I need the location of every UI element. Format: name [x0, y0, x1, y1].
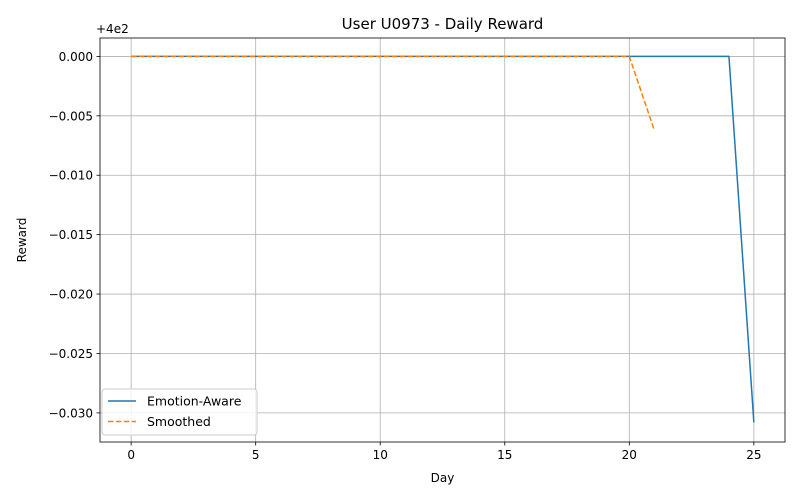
x-tick-label: 5 [252, 448, 260, 462]
series-lines [131, 55, 755, 423]
legend: Emotion-Aware Smoothed [101, 388, 258, 436]
axis-ticks: 0 5 10 15 20 25 0.000 −0.005 −0.010 −0.015 −0.020 −… [49, 50, 762, 462]
y-tick-label: −0.010 [49, 169, 93, 183]
y-axis-label: Reward [15, 218, 29, 263]
legend-box [101, 388, 258, 436]
x-tick-label: 25 [746, 448, 761, 462]
plot-frame [99, 37, 786, 443]
x-axis-label: Day [431, 471, 455, 485]
y-tick-label: −0.020 [49, 288, 93, 302]
y-tick-label: −0.025 [49, 347, 93, 361]
y-tick-label: −0.030 [49, 406, 93, 420]
chart-title: User U0973 - Daily Reward [342, 15, 544, 33]
x-tick-label: 10 [373, 448, 388, 462]
x-tick-label: 0 [127, 448, 135, 462]
y-tick-label: −0.015 [49, 228, 93, 242]
series-line-smoothed [131, 55, 655, 131]
legend-label: Emotion-Aware [147, 394, 242, 409]
y-tick-label: 0.000 [59, 50, 93, 64]
y-axis-offset-label: +4e2 [96, 22, 129, 36]
x-tick-label: 20 [622, 448, 637, 462]
x-tick-label: 15 [497, 448, 512, 462]
legend-label: Smoothed [147, 414, 211, 429]
y-tick-label: −0.005 [49, 109, 93, 123]
